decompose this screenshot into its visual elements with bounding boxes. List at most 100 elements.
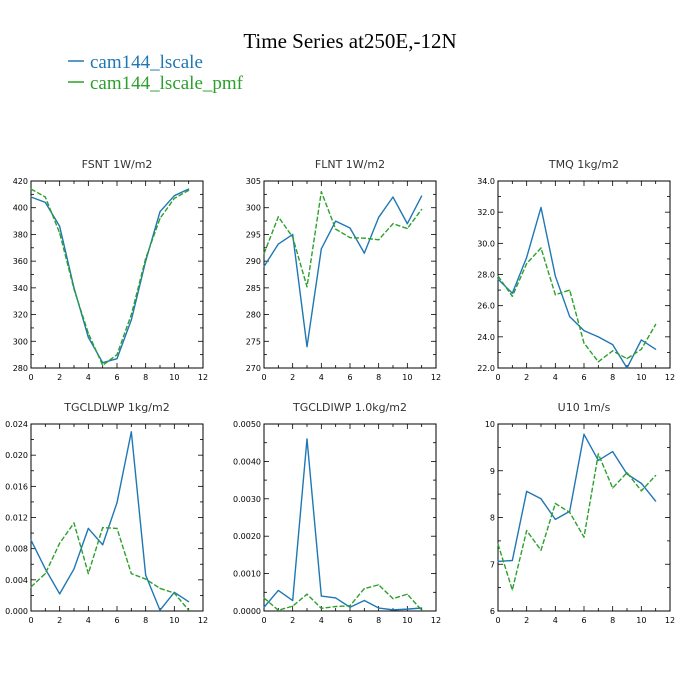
data-point bbox=[540, 247, 542, 249]
y-tick-label: 0.020 bbox=[5, 451, 28, 460]
data-point bbox=[87, 527, 89, 530]
data-point bbox=[116, 354, 118, 356]
x-tick-label: 8 bbox=[143, 616, 148, 625]
data-point bbox=[554, 294, 556, 296]
data-point bbox=[159, 217, 161, 219]
data-point bbox=[392, 609, 394, 611]
data-point bbox=[363, 237, 365, 239]
data-point bbox=[363, 599, 365, 602]
x-tick-label: 8 bbox=[143, 373, 148, 382]
x-tick-label: 0 bbox=[261, 616, 266, 625]
data-point bbox=[335, 605, 337, 608]
x-tick-label: 10 bbox=[169, 373, 179, 382]
data-point bbox=[59, 542, 61, 544]
x-tick-label: 4 bbox=[553, 616, 558, 625]
x-tick-label: 0 bbox=[28, 373, 33, 382]
legend-label-lscale: cam144_lscale bbox=[90, 52, 203, 73]
x-tick-label: 4 bbox=[86, 373, 91, 382]
data-point bbox=[277, 216, 279, 218]
data-point bbox=[349, 237, 351, 239]
data-point bbox=[511, 292, 513, 294]
y-tick-label: 0.000 bbox=[5, 607, 28, 616]
data-point bbox=[378, 216, 380, 218]
x-tick-label: 0 bbox=[28, 616, 33, 625]
series-line-lscale-pmf bbox=[497, 247, 657, 363]
data-point bbox=[406, 593, 408, 595]
data-point bbox=[363, 587, 365, 590]
data-point bbox=[554, 518, 556, 520]
data-point bbox=[130, 313, 132, 316]
data-point bbox=[263, 597, 265, 599]
data-point bbox=[583, 433, 585, 435]
x-tick-label: 10 bbox=[402, 616, 412, 625]
data-point bbox=[173, 592, 175, 594]
data-point bbox=[378, 607, 380, 609]
panel-title: U10 1m/s bbox=[558, 401, 611, 414]
panel-title: FLNT 1W/m2 bbox=[315, 158, 385, 171]
series-line-lscale-pmf bbox=[497, 453, 657, 591]
plot-frame bbox=[497, 180, 671, 369]
x-tick-label: 12 bbox=[431, 373, 441, 382]
data-point bbox=[292, 233, 294, 236]
data-point bbox=[145, 257, 147, 260]
x-tick-label: 12 bbox=[431, 616, 441, 625]
data-point bbox=[392, 223, 394, 225]
y-tick-label: 24.0 bbox=[477, 333, 495, 342]
series-line-lscale bbox=[30, 431, 190, 611]
data-point bbox=[277, 609, 279, 611]
data-point bbox=[59, 593, 61, 595]
data-point bbox=[130, 319, 132, 321]
y-tick-label: 320 bbox=[13, 311, 28, 320]
data-point bbox=[44, 568, 46, 570]
data-point bbox=[526, 529, 528, 532]
y-tick-label: 380 bbox=[13, 230, 28, 239]
x-tick-label: 0 bbox=[495, 616, 500, 625]
data-point bbox=[320, 248, 322, 250]
data-point bbox=[335, 220, 337, 222]
data-point bbox=[145, 578, 147, 580]
y-tick-label: 270 bbox=[246, 364, 261, 373]
data-point bbox=[378, 584, 380, 586]
plot-frame bbox=[30, 423, 204, 612]
data-point bbox=[173, 197, 175, 199]
x-tick-label: 4 bbox=[86, 616, 91, 625]
data-point bbox=[612, 344, 614, 346]
y-tick-label: 26.0 bbox=[477, 302, 495, 311]
plot-frame bbox=[497, 423, 671, 612]
y-tick-label: 32.0 bbox=[477, 208, 495, 217]
data-point bbox=[73, 288, 75, 290]
plot-frame bbox=[263, 180, 437, 369]
data-point bbox=[263, 606, 265, 608]
data-point bbox=[421, 208, 423, 210]
series-line-lscale bbox=[497, 433, 657, 563]
y-tick-label: 290 bbox=[246, 257, 261, 266]
data-point bbox=[511, 589, 513, 591]
series-line-lscale-pmf bbox=[30, 522, 190, 611]
data-point bbox=[73, 522, 75, 524]
x-tick-label: 8 bbox=[610, 373, 615, 382]
data-point bbox=[102, 544, 104, 546]
panel-title: FSNT 1W/m2 bbox=[82, 158, 153, 171]
data-point bbox=[655, 500, 657, 502]
x-tick-label: 6 bbox=[347, 616, 352, 625]
data-point bbox=[116, 358, 118, 360]
data-point bbox=[497, 278, 499, 280]
y-tick-label: 0.0000 bbox=[233, 607, 261, 616]
data-point bbox=[130, 431, 132, 433]
y-tick-label: 0.016 bbox=[5, 482, 28, 491]
data-point bbox=[569, 289, 571, 291]
data-point bbox=[497, 543, 499, 545]
data-point bbox=[349, 227, 351, 229]
data-point bbox=[540, 206, 542, 209]
data-point bbox=[640, 339, 642, 341]
x-tick-label: 10 bbox=[169, 616, 179, 625]
data-point bbox=[378, 239, 380, 241]
series-line-lscale bbox=[263, 195, 423, 348]
data-point bbox=[526, 490, 528, 492]
y-tick-label: 0.024 bbox=[5, 420, 28, 429]
data-point bbox=[102, 364, 104, 366]
data-point bbox=[145, 574, 147, 576]
panel-4: TGCLDLWP 1kg/m2 0 2 4 6 8 10 12 0.000 0.004 0.008 0… bbox=[5, 401, 208, 625]
y-tick-label: 275 bbox=[246, 337, 261, 346]
data-point bbox=[421, 607, 423, 609]
